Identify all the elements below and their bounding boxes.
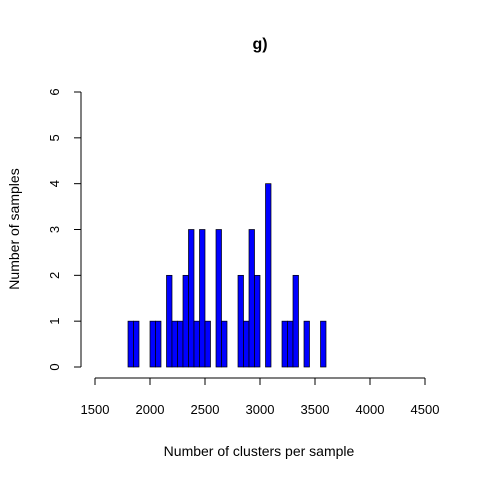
histogram-bar xyxy=(133,320,140,368)
bars-group xyxy=(127,183,327,368)
histogram-bar xyxy=(215,229,222,368)
y-tick-label: 6 xyxy=(47,88,62,95)
x-tick-label: 3000 xyxy=(246,402,275,417)
x-tick-label: 2000 xyxy=(136,402,165,417)
histogram-bar xyxy=(171,320,178,368)
histogram-bar xyxy=(248,229,255,368)
x-tick-label: 1500 xyxy=(81,402,110,417)
histogram-bar xyxy=(221,320,228,368)
histogram-bar xyxy=(237,274,244,368)
histogram-bar xyxy=(287,320,294,368)
histogram-bar xyxy=(182,274,189,368)
histogram-bar xyxy=(254,274,261,368)
chart-title: g) xyxy=(252,36,267,53)
y-tick-label: 0 xyxy=(47,363,62,370)
y-tick-label: 4 xyxy=(47,180,62,187)
histogram-bar xyxy=(166,274,173,368)
y-axis-label: Number of samples xyxy=(6,168,22,289)
histogram-bar xyxy=(177,320,184,368)
x-axis-label: Number of clusters per sample xyxy=(164,443,355,459)
histogram-bar xyxy=(320,320,327,368)
y-tick-label: 1 xyxy=(47,318,62,325)
histogram-bar xyxy=(281,320,288,368)
x-tick-label: 4000 xyxy=(356,402,385,417)
y-axis: 0 1 2 3 4 5 6 xyxy=(47,88,82,371)
y-tick-label: 3 xyxy=(47,226,62,233)
histogram-bar xyxy=(149,320,156,368)
histogram-bar xyxy=(204,320,211,368)
histogram-bar xyxy=(127,320,134,368)
histogram-bar xyxy=(155,320,162,368)
histogram-bar xyxy=(292,274,299,368)
x-tick-label: 2500 xyxy=(191,402,220,417)
histogram-bar xyxy=(193,320,200,368)
histogram-bar xyxy=(199,229,206,368)
y-tick-label: 2 xyxy=(47,272,62,279)
y-tick-label: 5 xyxy=(47,134,62,141)
x-tick-label: 4500 xyxy=(411,402,440,417)
histogram-bar xyxy=(303,320,310,368)
histogram-bar xyxy=(188,229,195,368)
histogram-bar xyxy=(265,183,272,368)
histogram-bar xyxy=(243,320,250,368)
x-tick-label: 3500 xyxy=(301,402,330,417)
x-axis: 1500 2000 2500 3000 3500 4000 4500 xyxy=(81,377,440,417)
